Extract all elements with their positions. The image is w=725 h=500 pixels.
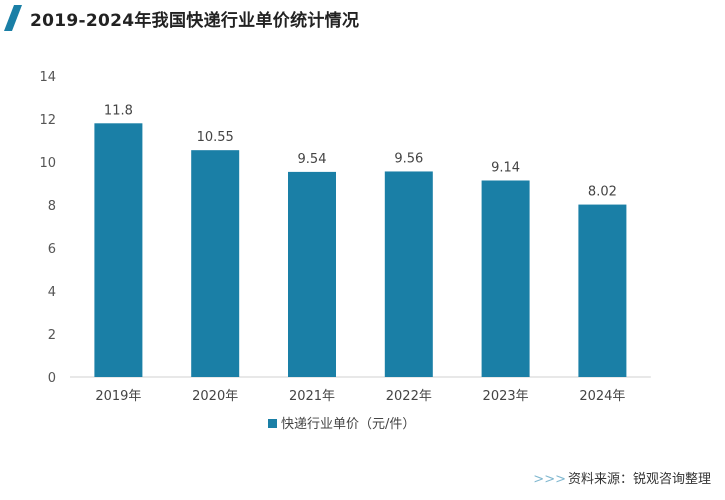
y-tick-label: 4 <box>48 285 56 300</box>
data-label: 9.14 <box>491 160 520 175</box>
data-label: 10.55 <box>197 130 234 145</box>
bar <box>481 180 530 377</box>
bar <box>578 204 627 377</box>
data-label: 8.02 <box>588 185 617 200</box>
y-tick-label: 10 <box>39 156 56 171</box>
y-tick-label: 0 <box>48 371 56 386</box>
x-tick-label: 2019年 <box>95 389 141 404</box>
y-tick-label: 14 <box>39 70 56 85</box>
source-text: 资料来源：锐观咨询整理 <box>567 472 711 487</box>
title-accent-icon <box>4 5 26 31</box>
bar <box>94 123 143 377</box>
bar <box>288 171 336 377</box>
data-label: 9.56 <box>394 151 423 166</box>
x-tick-label: 2022年 <box>386 389 432 404</box>
x-tick-label: 2023年 <box>483 389 529 404</box>
data-label: 11.8 <box>104 103 133 118</box>
y-tick-label: 2 <box>48 328 56 343</box>
bar <box>191 150 240 377</box>
y-tick-label: 8 <box>48 199 56 214</box>
data-label: 9.54 <box>298 152 327 167</box>
legend-label: 快递行业单价（元/件） <box>281 417 415 432</box>
y-tick-label: 6 <box>48 242 56 257</box>
bar <box>384 171 433 377</box>
page-title: 2019-2024年我国快递行业单价统计情况 <box>30 11 360 31</box>
x-tick-label: 2024年 <box>579 389 625 404</box>
source-note: >>> 资料来源：锐观咨询整理 <box>533 468 711 487</box>
x-tick-label: 2020年 <box>192 389 238 404</box>
arrows-icon: >>> <box>533 472 566 487</box>
x-tick-label: 2021年 <box>289 389 335 404</box>
y-tick-label: 12 <box>39 113 56 128</box>
legend-swatch <box>268 419 277 428</box>
